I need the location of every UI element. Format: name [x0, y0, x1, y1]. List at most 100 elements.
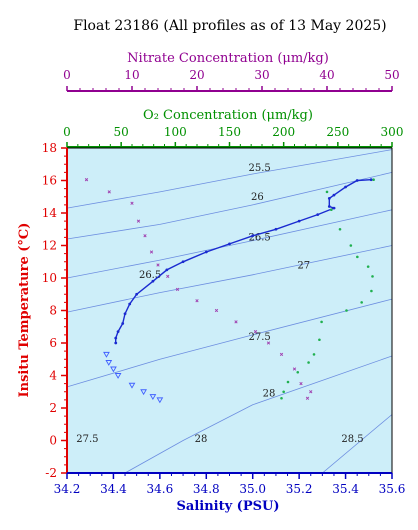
oxygen-point	[372, 178, 375, 181]
ts-profile-point	[151, 279, 155, 283]
ts-profile-point	[327, 205, 331, 208]
nitrate-axis-tick-label: 10	[124, 68, 139, 82]
ts-profile-point	[327, 196, 331, 200]
temperature-tick-label: 12	[42, 239, 57, 253]
oxygen-point	[360, 301, 363, 304]
salinity-tick-label: 34.8	[193, 482, 220, 496]
oxygen-axis-tick-label: 50	[114, 125, 129, 139]
nitrate-point	[84, 178, 89, 182]
salinity-axis: 34.2 34.4 34.6 34.8 35.0 35.2 35.4 35.6	[54, 472, 406, 496]
temperature-tick-label: 10	[42, 271, 57, 285]
nitrate-point	[149, 250, 154, 254]
oxygen-point	[345, 309, 348, 312]
salinity-tick-label: 34.4	[100, 482, 127, 496]
ts-profile-point	[128, 302, 132, 306]
density-contour	[67, 172, 392, 240]
oxygen-point	[325, 190, 329, 194]
nitrate-point	[305, 396, 310, 400]
oxygen-point	[366, 265, 370, 268]
temperature-tick-label: 18	[42, 141, 57, 155]
triangle-point	[140, 389, 147, 396]
contour-label: 28	[195, 434, 208, 445]
contour-label: 27.5	[76, 434, 98, 445]
contour-labels: 25.5 26 26.5 27 27.5 28 28.5 26.5 27.5 28	[76, 163, 363, 445]
oxygen-axis-tick-label: 300	[381, 125, 404, 139]
nitrate-point	[214, 308, 219, 313]
nitrate-axis-tick-label: 0	[63, 68, 71, 82]
density-contour	[124, 355, 392, 473]
ts-profile-point	[344, 185, 347, 189]
temperature-tick-label: 14	[42, 206, 58, 220]
density-contour	[67, 298, 392, 388]
nitrate-point	[175, 287, 180, 292]
ts-profile-point	[316, 213, 320, 217]
contour-label: 26	[251, 192, 264, 203]
triangle-point	[128, 382, 136, 389]
salinity-tick-label: 35.0	[239, 482, 266, 496]
ts-profile-point	[181, 260, 185, 264]
nitrate-point	[130, 201, 134, 205]
oxygen-axis-tick-label: 150	[218, 125, 241, 139]
nitrate-point	[195, 299, 199, 303]
contour-label: 25.5	[249, 163, 271, 174]
oxygen-point	[282, 390, 285, 394]
nitrate-axis: 0 10 20 30 40 50	[63, 68, 400, 92]
nitrate-axis-tick-label: 50	[384, 68, 399, 82]
contour-label: 28.5	[341, 434, 363, 445]
ts-profile-point	[114, 336, 118, 340]
oxygen-point	[320, 320, 323, 324]
oxygen-point	[349, 244, 353, 247]
ts-profile-point	[121, 322, 125, 325]
oxygen-point	[286, 380, 290, 384]
temperature-axis-label: Insitu Temperature (°C)	[17, 223, 32, 398]
nitrate-axis-tick-label: 20	[189, 68, 204, 82]
contour-label: 28	[263, 389, 276, 400]
ts-profile-point	[369, 178, 373, 182]
salinity-tick-label: 35.2	[286, 482, 313, 496]
ts-profile-point	[165, 268, 169, 272]
density-contour	[322, 414, 392, 473]
salinity-tick-label: 34.6	[146, 482, 173, 496]
contour-label: 26.5	[249, 233, 271, 244]
salinity-tick-label: 35.6	[379, 482, 406, 496]
oxygen-axis-tick-label: 250	[326, 125, 349, 139]
chart-title: Float 23186 (All profiles as of 13 May 2…	[73, 18, 386, 34]
ts-profile-point	[274, 227, 278, 231]
ts-profile-point	[228, 242, 231, 246]
nitrate-point	[279, 352, 284, 357]
oxygen-point	[370, 289, 373, 293]
nitrate-point	[309, 390, 313, 394]
plot-area	[67, 148, 392, 473]
nitrate-point	[166, 274, 170, 279]
triangle-point	[110, 366, 117, 373]
contour-label: 27	[297, 260, 310, 271]
triangle-point	[156, 397, 164, 404]
oxygen-axis-tick-label: 0	[63, 125, 71, 139]
ts-profile-point	[204, 250, 208, 254]
salinity-tick-label: 34.2	[54, 482, 81, 496]
salinity-axis-label: Salinity (PSU)	[177, 499, 280, 514]
ts-profile-point	[332, 206, 336, 210]
nitrate-point	[266, 341, 271, 345]
contour-label: 27.5	[249, 332, 271, 343]
density-contours	[67, 149, 392, 473]
oxygen-point	[371, 275, 374, 278]
temperature-tick-label: 6	[49, 336, 57, 350]
temperature-tick-label: 2	[49, 401, 57, 415]
nitrate-point	[299, 381, 303, 386]
nitrate-axis-tick-label: 40	[319, 68, 334, 82]
density-contour	[67, 149, 392, 209]
ts-profile-point	[251, 234, 255, 238]
nitrate-point	[253, 329, 258, 334]
data-series	[84, 178, 375, 404]
ts-profile-point	[123, 312, 127, 316]
salinity-tick-label: 35.4	[332, 482, 359, 496]
ts-profile-point	[135, 292, 139, 296]
oxygen-point	[338, 227, 342, 231]
triangle-point	[149, 394, 157, 401]
oxygen-point	[307, 361, 310, 364]
nitrate-point	[156, 263, 160, 267]
nitrate-point	[292, 367, 297, 371]
oxygen-axis-label: O₂ Concentration (μm/kg)	[143, 108, 313, 123]
